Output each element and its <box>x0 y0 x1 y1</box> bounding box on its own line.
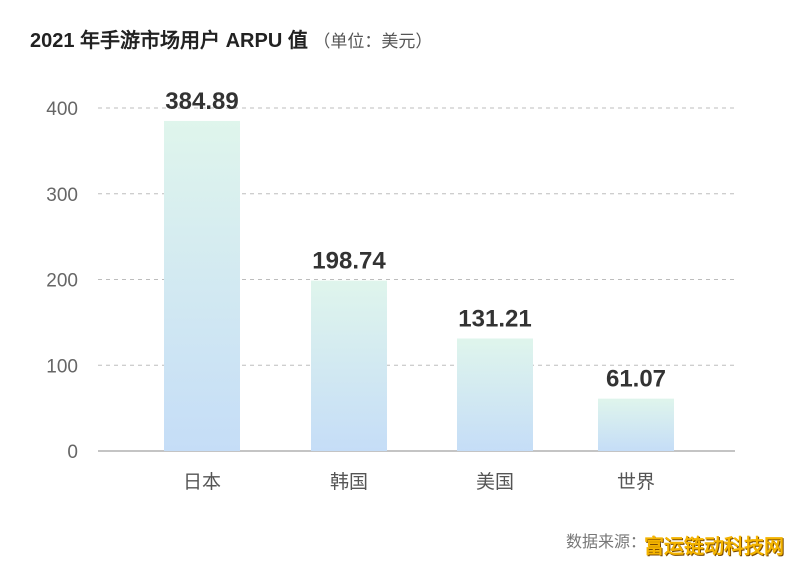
chart-unit: （单位：美元） <box>313 32 433 51</box>
bar <box>164 120 240 452</box>
bar <box>598 398 674 451</box>
bar <box>311 280 387 451</box>
data-label: 61.07 <box>606 366 666 393</box>
y-tick-label: 300 <box>46 185 78 206</box>
y-tick-label: 400 <box>46 99 78 120</box>
data-label: 384.89 <box>165 88 238 115</box>
x-tick-label: 日本 <box>183 471 221 493</box>
x-tick-label: 美国 <box>476 471 514 493</box>
source-note: 数据来源： <box>566 534 647 551</box>
x-tick-label: 世界 <box>617 471 655 493</box>
y-tick-label: 0 <box>67 442 78 463</box>
chart-title: 2021 年手游市场用户 ARPU 值 （单位：美元） <box>30 24 432 53</box>
bar <box>457 338 533 451</box>
y-tick-label: 100 <box>46 356 78 377</box>
data-label: 198.74 <box>312 248 386 275</box>
data-label: 131.21 <box>458 305 531 332</box>
y-tick-label: 200 <box>46 271 78 292</box>
watermark: 富运链动科技网 <box>644 536 784 558</box>
x-tick-label: 韩国 <box>330 471 368 493</box>
chart-title-text: 2021 年手游市场用户 ARPU 值 <box>30 30 308 52</box>
